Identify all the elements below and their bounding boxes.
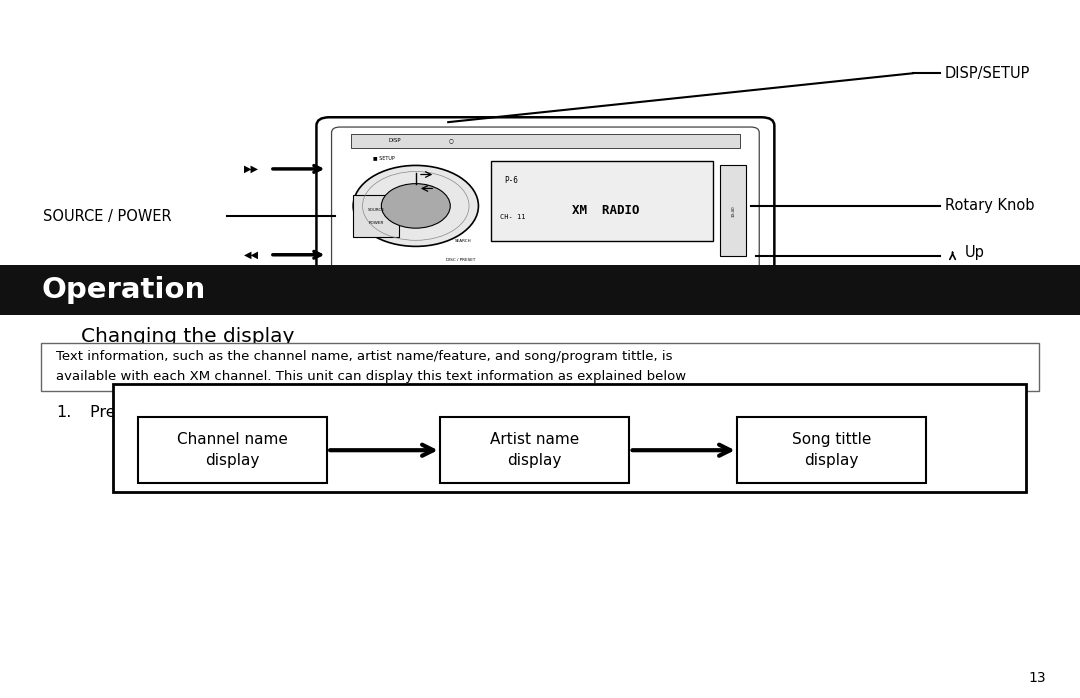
Bar xyxy=(351,134,740,148)
Text: ○: ○ xyxy=(448,138,453,144)
Text: ■ SETUP: ■ SETUP xyxy=(373,155,394,161)
Bar xyxy=(720,165,746,256)
Text: Rotary Knob: Rotary Knob xyxy=(945,198,1035,214)
FancyBboxPatch shape xyxy=(316,117,774,291)
Bar xyxy=(113,384,1026,492)
Text: Channel name: Channel name xyxy=(177,432,287,447)
Bar xyxy=(138,417,326,483)
Text: display: display xyxy=(205,453,259,468)
Text: available with each XM channel. This unit can display this text information as e: available with each XM channel. This uni… xyxy=(56,370,686,383)
Text: CH- 11: CH- 11 xyxy=(500,214,526,220)
Text: Press the DISP SETUP button. Each time you press the button, the display: Press the DISP SETUP button. Each time y… xyxy=(90,405,681,419)
Text: XM  RADIO: XM RADIO xyxy=(572,204,639,217)
Text: P-6: P-6 xyxy=(504,176,518,185)
Circle shape xyxy=(381,184,450,228)
Text: Changing the display: Changing the display xyxy=(81,327,295,346)
Text: Up: Up xyxy=(964,245,984,260)
Bar xyxy=(0,265,1080,315)
Text: ◀◀: ◀◀ xyxy=(244,250,259,260)
Text: SEARCH: SEARCH xyxy=(455,239,471,243)
Bar xyxy=(41,343,1039,391)
Text: display: display xyxy=(508,453,562,468)
Text: DISC / PRESET: DISC / PRESET xyxy=(446,258,476,262)
Text: ∨: ∨ xyxy=(432,272,438,281)
Text: 13: 13 xyxy=(1028,671,1045,685)
Text: 1.: 1. xyxy=(56,405,71,419)
Text: Down: Down xyxy=(964,266,1005,281)
Circle shape xyxy=(353,165,478,246)
Text: ∧: ∧ xyxy=(467,272,473,281)
Text: changes as shown below.: changes as shown below. xyxy=(124,426,328,440)
Text: ▶▶: ▶▶ xyxy=(244,164,259,174)
FancyBboxPatch shape xyxy=(332,127,759,281)
Bar xyxy=(737,417,926,483)
Text: Song tittle: Song tittle xyxy=(792,432,872,447)
Bar xyxy=(441,417,629,483)
Bar xyxy=(353,195,399,237)
Text: SOURCE: SOURCE xyxy=(367,208,384,212)
Text: Text information, such as the channel name, artist name/feature, and song/progra: Text information, such as the channel na… xyxy=(56,350,673,364)
Text: display: display xyxy=(805,453,859,468)
Text: POWER: POWER xyxy=(368,221,383,225)
Bar xyxy=(491,161,713,241)
Text: DISP: DISP xyxy=(389,138,402,144)
Text: Artist name: Artist name xyxy=(490,432,579,447)
Text: SOURCE / POWER: SOURCE / POWER xyxy=(43,209,172,224)
Text: Operation: Operation xyxy=(41,276,205,304)
Text: 10:40: 10:40 xyxy=(731,205,735,216)
Text: DISP/SETUP: DISP/SETUP xyxy=(945,66,1030,81)
